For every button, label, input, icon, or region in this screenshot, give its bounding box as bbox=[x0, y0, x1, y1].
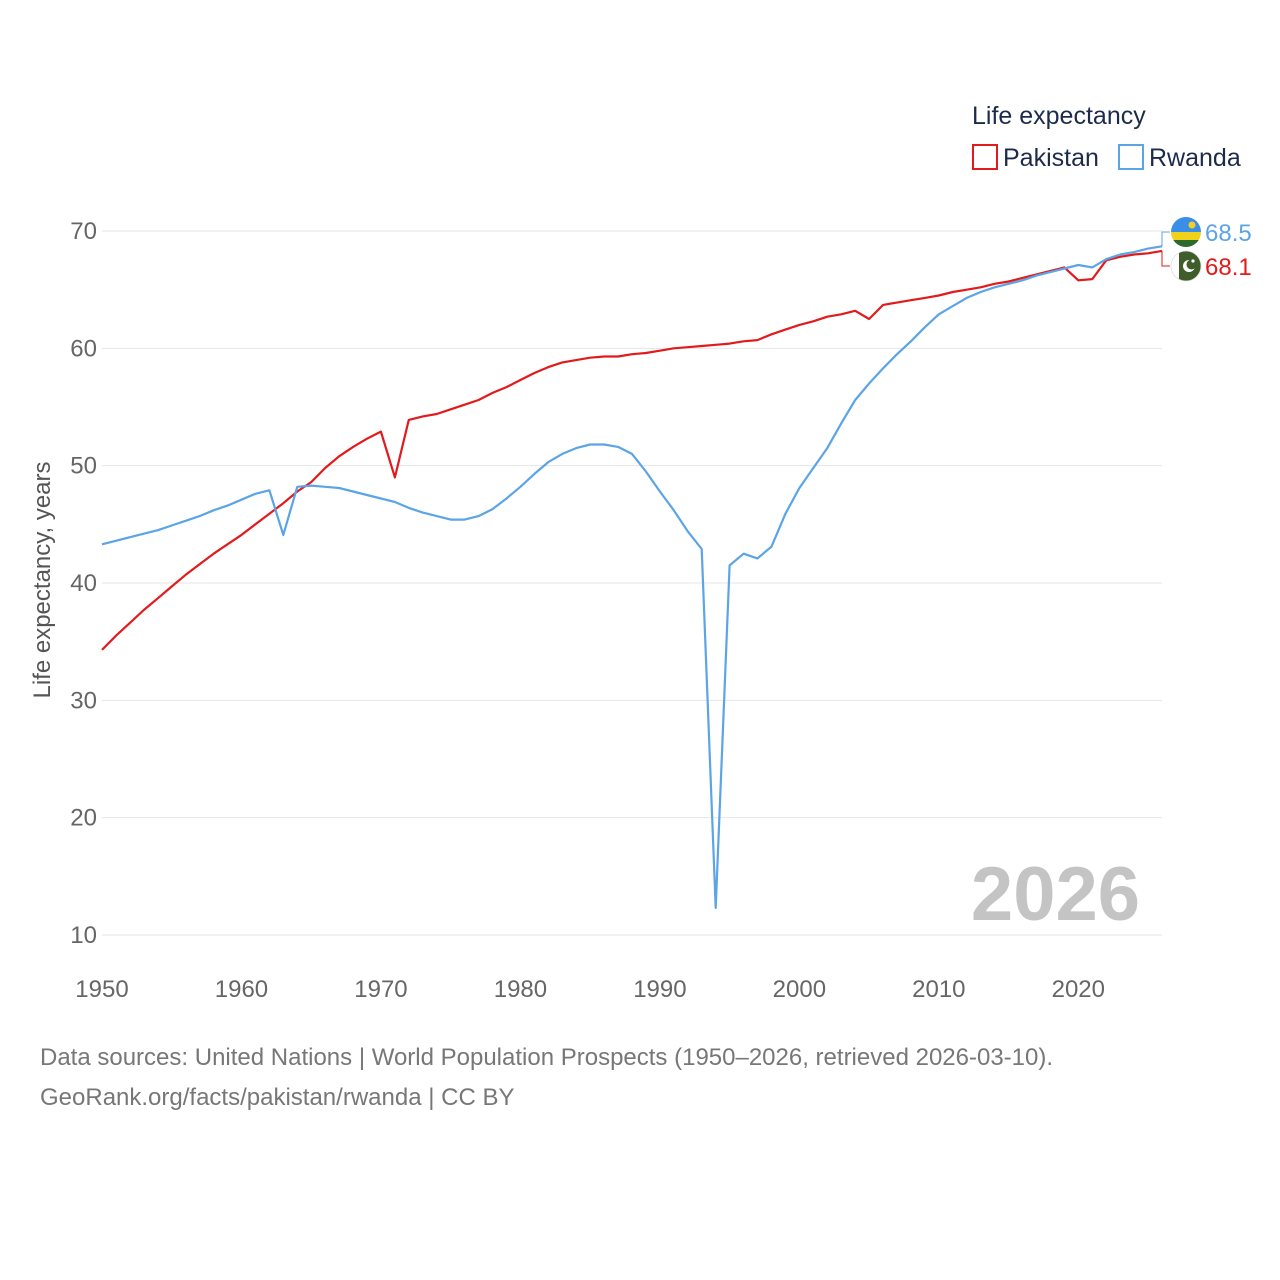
x-axis: 1950 1960 1970 1980 1990 2000 2010 2020 bbox=[75, 976, 1105, 1003]
legend-title: Life expectancy bbox=[972, 102, 1146, 130]
legend-entry-rwanda[interactable]: Rwanda bbox=[1118, 144, 1241, 172]
credit-link[interactable]: GeoRank.org/facts/pakistan/rwanda | CC B… bbox=[40, 1084, 515, 1111]
series-line-rwanda bbox=[101, 245, 1163, 910]
series-group bbox=[101, 245, 1163, 910]
x-tick-label: 2000 bbox=[773, 976, 826, 1003]
legend: Life expectancy Pakistan Rwanda bbox=[972, 102, 1241, 172]
y-axis: 10 20 30 40 50 60 70 bbox=[70, 218, 97, 949]
series-line-pakistan bbox=[101, 249, 1163, 651]
end-value-pakistan: 68.1 bbox=[1205, 254, 1252, 281]
grid bbox=[102, 230, 1162, 936]
legend-label-pakistan: Pakistan bbox=[1003, 144, 1099, 172]
x-tick-label: 1950 bbox=[75, 976, 128, 1003]
x-tick-label: 2020 bbox=[1052, 976, 1105, 1003]
line-chart: 10 20 30 40 50 60 70 1950 1960 1970 1980 1990 2000 2… bbox=[29, 102, 1252, 1003]
end-value-rwanda: 68.5 bbox=[1205, 220, 1252, 247]
data-sources: Data sources: United Nations | World Pop… bbox=[40, 1044, 1054, 1071]
legend-swatch-pakistan bbox=[972, 144, 998, 170]
y-tick-label: 10 bbox=[70, 922, 97, 949]
end-labels: 68.1 68.5 bbox=[1161, 217, 1252, 282]
legend-swatch-rwanda bbox=[1118, 144, 1144, 170]
x-tick-label: 1970 bbox=[354, 976, 407, 1003]
y-tick-label: 20 bbox=[70, 805, 97, 832]
y-tick-label: 70 bbox=[70, 218, 97, 245]
end-connector bbox=[1161, 250, 1170, 267]
x-tick-label: 1990 bbox=[633, 976, 686, 1003]
end-connector bbox=[1161, 231, 1170, 247]
y-tick-label: 30 bbox=[70, 687, 97, 714]
year-watermark: 2026 bbox=[971, 852, 1140, 937]
y-tick-label: 50 bbox=[70, 453, 97, 480]
pakistan-flag-icon bbox=[1170, 250, 1202, 282]
x-tick-label: 1980 bbox=[494, 976, 547, 1003]
x-tick-label: 1960 bbox=[215, 976, 268, 1003]
y-tick-label: 40 bbox=[70, 570, 97, 597]
rwanda-flag-icon bbox=[1171, 217, 1201, 247]
y-axis-label: Life expectancy, years bbox=[29, 461, 56, 698]
legend-entry-pakistan[interactable]: Pakistan bbox=[972, 144, 1099, 172]
y-tick-label: 60 bbox=[70, 335, 97, 362]
legend-label-rwanda: Rwanda bbox=[1149, 144, 1241, 172]
x-tick-label: 2010 bbox=[912, 976, 965, 1003]
